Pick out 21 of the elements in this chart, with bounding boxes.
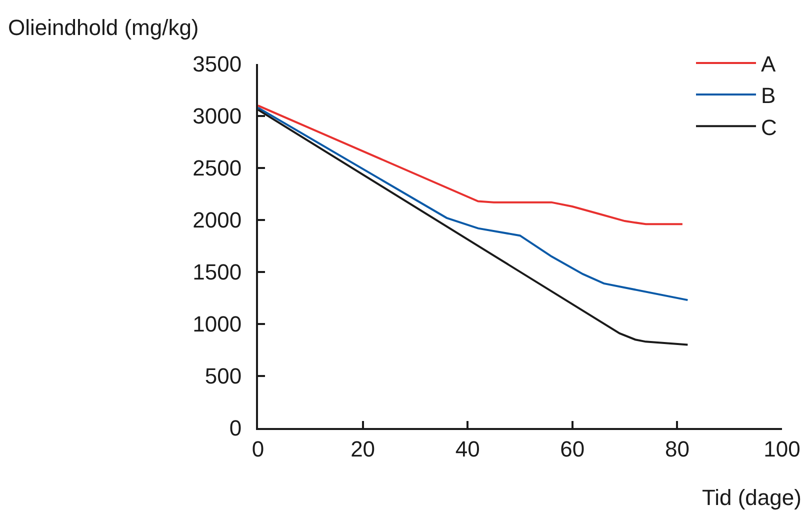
x-tick-label: 20 (350, 436, 376, 462)
x-tick-label: 100 (764, 436, 800, 462)
x-tick-label: 80 (664, 436, 690, 462)
y-tick-label: 1500 (192, 260, 242, 285)
y-tick-label: 2500 (192, 156, 242, 181)
y-tick-label: 1000 (192, 312, 242, 337)
x-tick-label: 0 (252, 436, 264, 462)
x-tick-label: 40 (455, 436, 480, 462)
x-axis-title: Tid (dage) (702, 485, 802, 510)
y-tick-label: 0 (229, 416, 242, 441)
legend-label: B (761, 83, 776, 108)
legend-label: C (761, 114, 777, 140)
legend-label: A (761, 52, 776, 77)
line-series (258, 106, 689, 302)
y-tick-label: 2000 (192, 208, 242, 233)
line-series (258, 104, 684, 226)
y-axis-title: Olieindhold (mg/kg) (8, 15, 199, 40)
x-tick-label: 60 (560, 436, 585, 462)
y-tick-label: 3500 (192, 52, 242, 77)
y-tick-label: 3000 (192, 104, 242, 129)
y-tick-label: 500 (204, 364, 242, 389)
